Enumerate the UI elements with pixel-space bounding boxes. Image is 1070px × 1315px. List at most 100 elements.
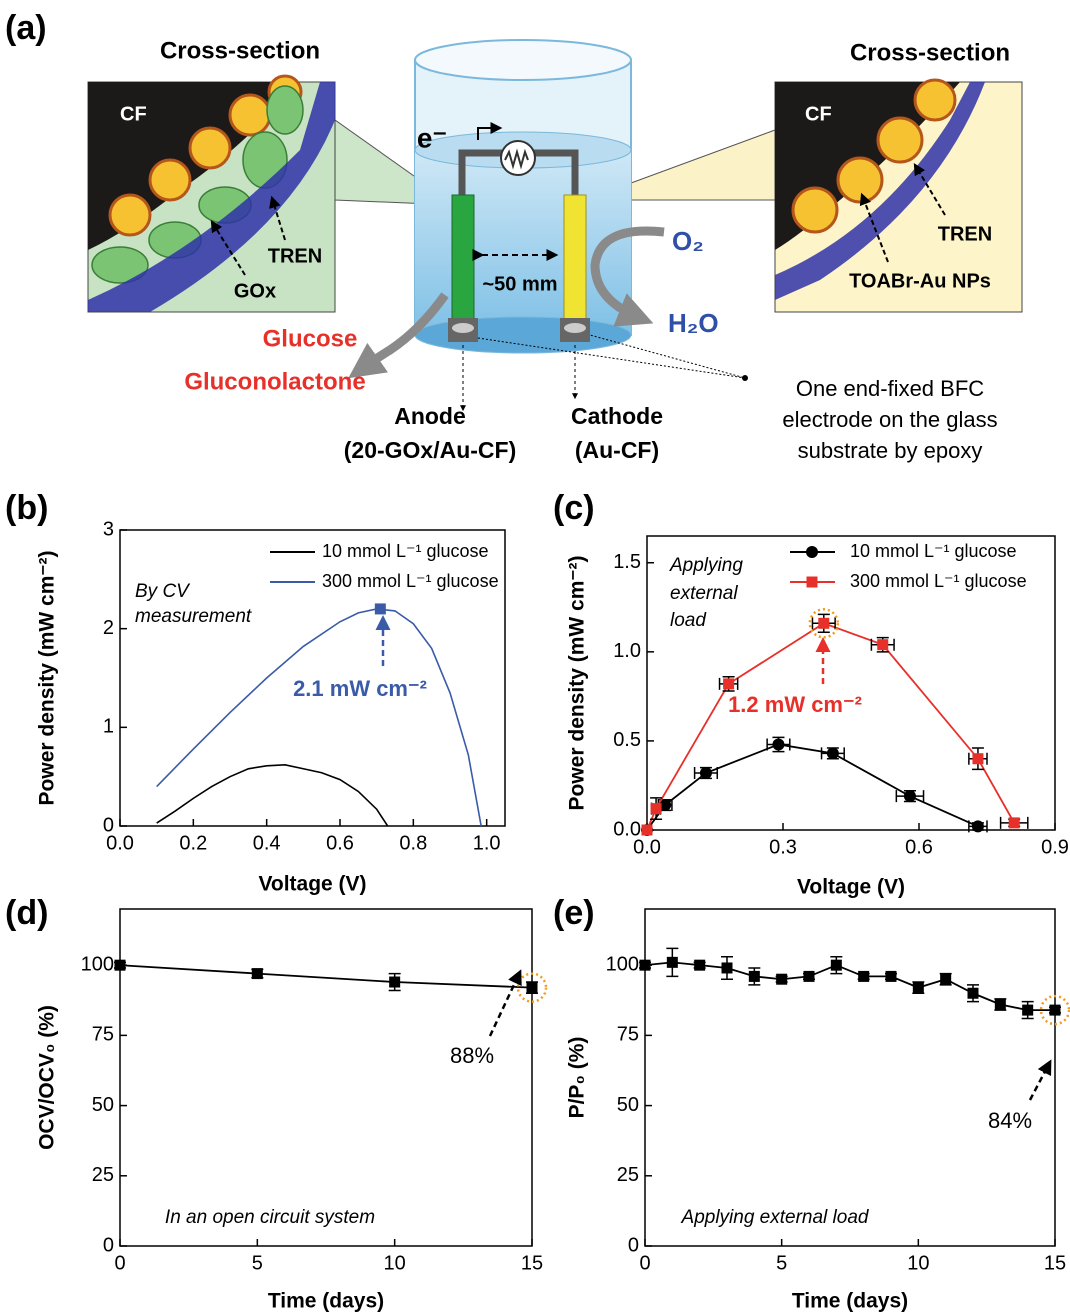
annotation: load	[670, 610, 707, 631]
note: electrode on the glass	[782, 407, 997, 432]
figure: (a) Cross-section Cross-section CF TREN …	[0, 0, 1070, 1315]
x-tick-label: 10	[384, 1252, 406, 1274]
annotation: 2.1 mW cm⁻²	[293, 676, 427, 701]
y-axis-label: Power density (mW cm⁻²)	[566, 556, 589, 811]
label: (20-GOx/Au-CF)	[344, 437, 517, 463]
label: Glucose	[263, 325, 358, 352]
x-axis-label: Voltage (V)	[258, 873, 366, 896]
point	[904, 790, 916, 802]
y-tick-label: 0.0	[613, 818, 641, 840]
panel-label: (e)	[553, 894, 595, 932]
y-tick-label: 0	[103, 814, 114, 836]
point	[667, 957, 678, 968]
legend-label: 10 mmol L⁻¹ glucose	[322, 541, 489, 561]
y-tick-label: 0	[628, 1234, 639, 1256]
x-tick-label: 1.0	[473, 832, 501, 854]
point	[818, 618, 829, 629]
x-tick-label: 0	[639, 1252, 650, 1274]
legend-label: 10 mmol L⁻¹ glucose	[850, 541, 1017, 561]
x-tick-label: 0.6	[905, 836, 933, 858]
point	[940, 974, 951, 985]
point	[995, 999, 1006, 1010]
point	[804, 971, 815, 982]
y-tick-label: 25	[617, 1164, 639, 1186]
point	[972, 753, 983, 764]
point	[723, 678, 734, 689]
point	[1009, 817, 1020, 828]
highlight-point	[375, 603, 386, 614]
y-tick-label: 75	[92, 1024, 114, 1046]
label: CF	[805, 103, 832, 125]
legend-marker	[807, 577, 818, 588]
point	[1050, 1005, 1061, 1016]
x-axis-label: Voltage (V)	[797, 876, 905, 899]
y-tick-label: 25	[92, 1164, 114, 1186]
panel-label: (b)	[5, 489, 48, 527]
label: GOx	[234, 280, 276, 302]
plot-frame	[120, 909, 532, 1246]
point	[877, 639, 888, 650]
y-tick-label: 50	[92, 1094, 114, 1116]
y-tick-label: 2	[103, 617, 114, 639]
annotation-arrow	[490, 972, 520, 1036]
legend-marker	[806, 546, 818, 558]
annotation: 88%	[450, 1043, 494, 1068]
point	[252, 968, 263, 979]
label: Cathode	[571, 403, 663, 429]
annotation: Applying external load	[681, 1207, 870, 1228]
right-cross-section: CF TREN TOABr-Au NPs	[775, 80, 1022, 312]
cross-section-title: Cross-section	[160, 37, 320, 64]
y-tick-label: 3	[103, 518, 114, 540]
annotation: external	[670, 583, 738, 604]
point	[831, 960, 842, 971]
point	[858, 971, 869, 982]
legend-label: 300 mmol L⁻¹ glucose	[322, 571, 499, 591]
point	[389, 977, 400, 988]
annotation: measurement	[135, 606, 252, 627]
plot-frame	[645, 909, 1055, 1246]
panel-label: (d)	[5, 894, 48, 932]
x-tick-label: 0	[114, 1252, 125, 1274]
point	[913, 982, 924, 993]
series-line	[157, 765, 388, 826]
note: One end-fixed BFC	[796, 376, 984, 401]
x-tick-label: 10	[907, 1252, 929, 1274]
x-tick-label: 0.6	[326, 832, 354, 854]
point	[640, 960, 651, 971]
series-line	[647, 744, 978, 830]
annotation: In an open circuit system	[165, 1207, 375, 1228]
cross-section-title: Cross-section	[850, 39, 1010, 66]
label: (Au-CF)	[575, 437, 659, 463]
x-tick-label: 15	[1044, 1252, 1066, 1274]
point	[749, 971, 760, 982]
label: H₂O	[668, 308, 719, 338]
legend-label: 300 mmol L⁻¹ glucose	[850, 571, 1027, 591]
label: TREN	[268, 245, 322, 267]
point	[115, 960, 126, 971]
point	[700, 767, 712, 779]
left-cross-section: CF TREN GOx	[88, 76, 335, 312]
panel-label: (a)	[5, 9, 47, 47]
y-tick-label: 1	[103, 716, 114, 738]
panel-a: (a) Cross-section Cross-section CF TREN …	[5, 9, 1022, 463]
label: e⁻	[417, 122, 447, 153]
annotation: 84%	[988, 1108, 1032, 1133]
point	[776, 974, 787, 985]
point	[968, 988, 979, 999]
chart: (b)0.00.20.40.60.81.00123Voltage (V)Powe…	[5, 489, 505, 896]
x-tick-label: 15	[521, 1252, 543, 1274]
point	[1022, 1005, 1033, 1016]
x-tick-label: 5	[252, 1252, 263, 1274]
point	[651, 803, 662, 814]
point	[886, 971, 897, 982]
point	[527, 982, 538, 993]
point	[722, 962, 733, 973]
y-axis-label: OCV/OCV₀ (%)	[36, 1005, 59, 1150]
x-tick-label: 0.9	[1041, 836, 1069, 858]
series-line	[645, 962, 1055, 1010]
annotation-arrow	[1030, 1062, 1050, 1100]
note: substrate by epoxy	[798, 438, 983, 463]
